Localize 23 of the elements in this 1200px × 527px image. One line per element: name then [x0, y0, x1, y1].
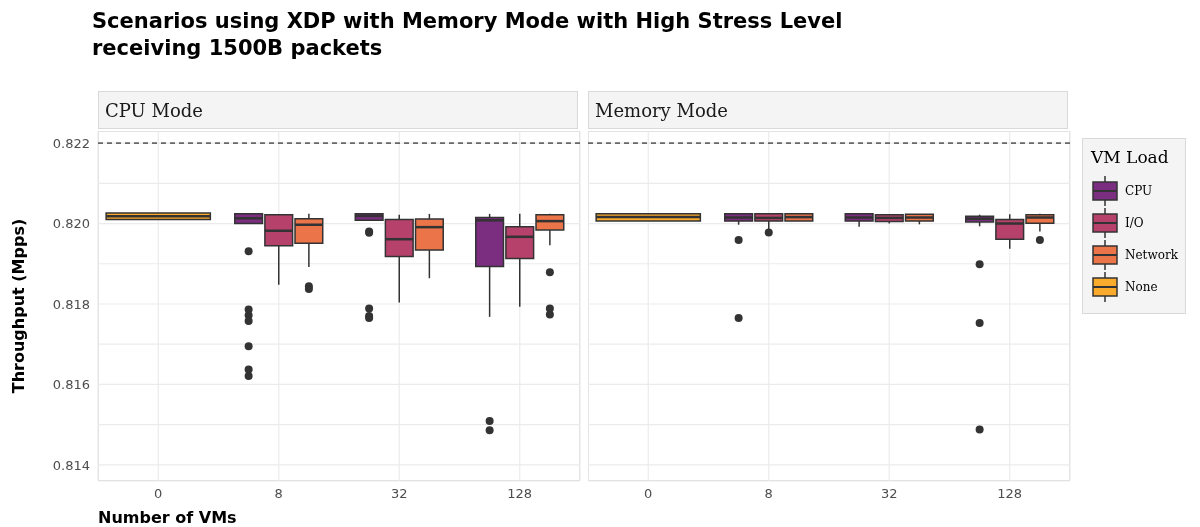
y-tick-label: 0.820 — [52, 216, 90, 232]
legend-label: Network — [1125, 248, 1178, 262]
x-tick-label: 32 — [390, 486, 408, 502]
legend-label: CPU — [1125, 184, 1153, 198]
y-tick-label: 0.818 — [52, 296, 90, 312]
legend-label: I/O — [1125, 216, 1144, 230]
chart-title: Scenarios using XDP with Memory Mode with High Stress Level receiving 1500B packets — [92, 8, 844, 62]
legend-title: VM Load — [1091, 147, 1170, 167]
x-tick-label: 32 — [880, 486, 898, 502]
legend-label: None — [1125, 280, 1158, 294]
chart-subtitle: CPU Mode — [98, 91, 578, 129]
y-tick-label: 0.814 — [52, 457, 90, 473]
x-tick-label: 8 — [274, 486, 283, 502]
x-tick-label: 128 — [997, 486, 1023, 502]
y-axis-title: Throughput (Mpps) — [8, 218, 28, 394]
y-tick-label: 0.816 — [52, 377, 90, 393]
x-tick-label: 0 — [644, 486, 653, 502]
chart-subtitle: Memory Mode — [588, 91, 1068, 129]
x-tick-label: 0 — [154, 486, 163, 502]
x-tick-label: 8 — [764, 486, 773, 502]
x-tick-label: 128 — [507, 486, 533, 502]
x-axis-title: Number of VMs — [98, 508, 237, 527]
y-tick-label: 0.822 — [52, 135, 90, 151]
